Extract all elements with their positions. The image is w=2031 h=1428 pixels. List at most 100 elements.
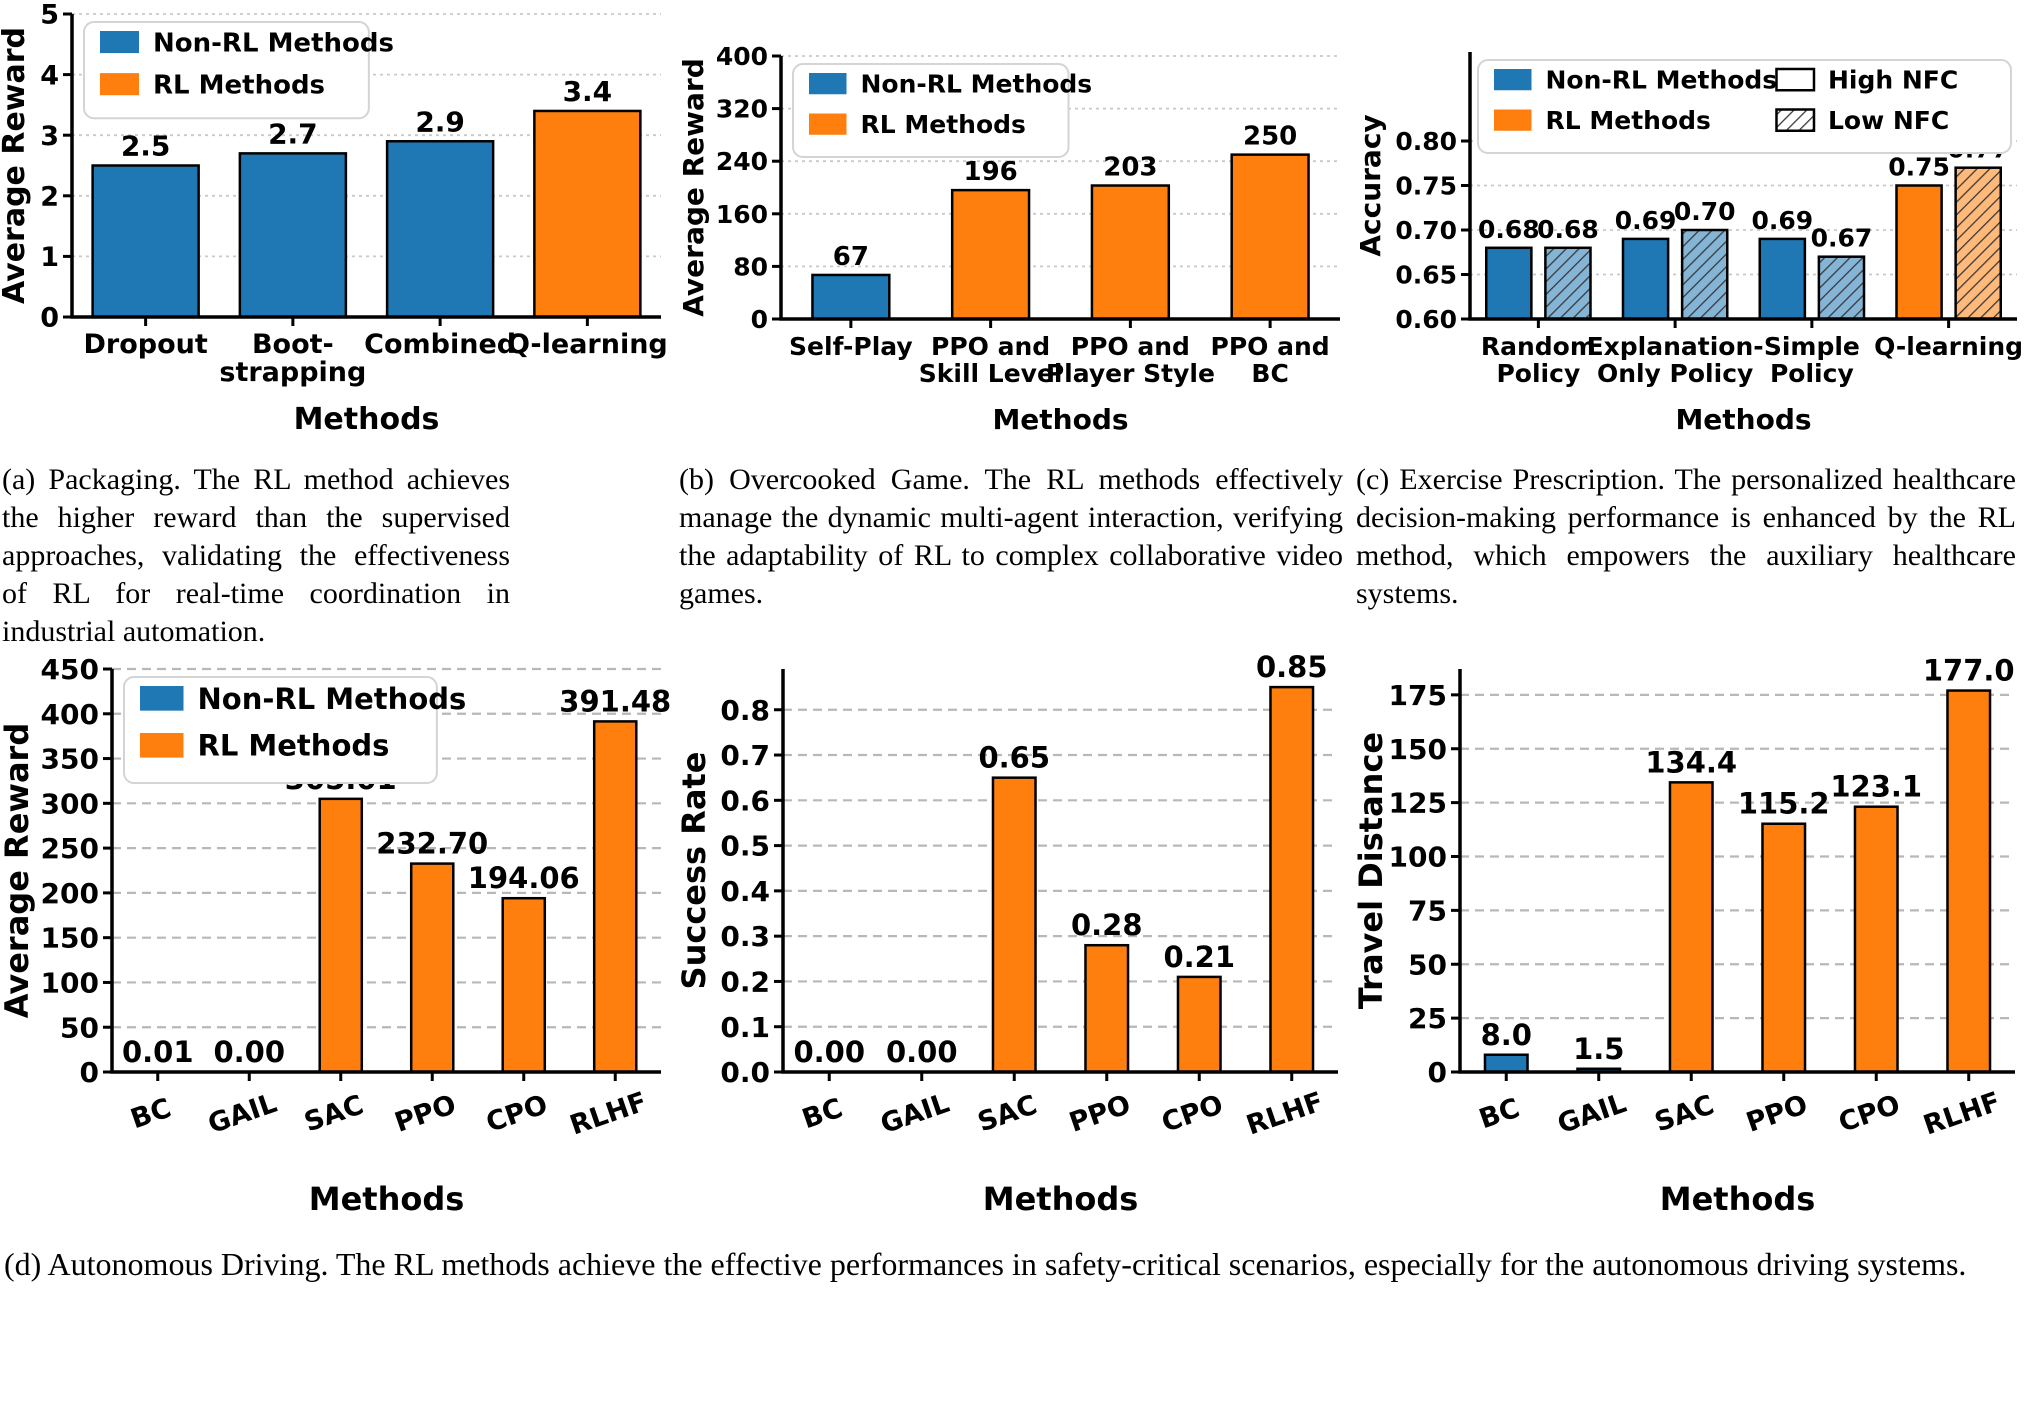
- svg-text:400: 400: [716, 42, 768, 71]
- chart-cell-driving-success: 0.00 BC 0.00 GAIL 0.65 SAC 0.28 PPO 0.21 CPO 0.85 R…: [677, 651, 1354, 1226]
- svg-text:67: 67: [833, 242, 869, 272]
- svg-text:0.21: 0.21: [1163, 940, 1235, 974]
- chart-driving-distance-bar-chart: 8.0 BC 1.5 GAIL 134.4 SAC 115.2 PPO 123.1 CPO 177.…: [1354, 654, 2015, 1218]
- svg-text:RL Methods: RL Methods: [153, 71, 325, 101]
- svg-text:Methods: Methods: [1660, 1180, 1816, 1218]
- svg-text:Methods: Methods: [309, 1180, 465, 1218]
- svg-text:Boot-: Boot-: [252, 329, 334, 360]
- svg-text:Low NFC: Low NFC: [1828, 106, 1949, 135]
- svg-text:Self-Play: Self-Play: [789, 332, 913, 361]
- svg-text:3.4: 3.4: [563, 75, 613, 108]
- svg-text:2.7: 2.7: [268, 117, 318, 150]
- svg-text:Simple: Simple: [1764, 332, 1860, 361]
- svg-text:strapping: strapping: [219, 357, 366, 388]
- svg-text:177.0: 177.0: [1923, 654, 2015, 688]
- top-chart-row: 2.5 Dropout 2.7 Boot-strapping 2.9 Combined 3.…: [0, 0, 2031, 445]
- svg-text:BC: BC: [1251, 359, 1288, 388]
- svg-text:203: 203: [1103, 153, 1157, 183]
- svg-text:0.2: 0.2: [720, 966, 770, 999]
- caption-c: (c) Exercise Prescription. The personali…: [1356, 463, 2016, 611]
- caption-c-wrap: (c) Exercise Prescription. The personali…: [1354, 461, 2031, 651]
- svg-text:300: 300: [41, 788, 99, 821]
- svg-text:50: 50: [1408, 949, 1447, 982]
- svg-text:Non-RL Methods: Non-RL Methods: [198, 682, 467, 716]
- svg-text:0.3: 0.3: [720, 921, 770, 954]
- caption-b: (b) Overcooked Game. The RL methods effe…: [679, 463, 1343, 611]
- svg-text:CPO: CPO: [482, 1090, 551, 1140]
- svg-text:Methods: Methods: [294, 402, 440, 437]
- svg-text:Non-RL Methods: Non-RL Methods: [153, 28, 394, 58]
- svg-text:240: 240: [716, 147, 768, 176]
- svg-text:0.70: 0.70: [1395, 216, 1457, 245]
- svg-text:PPO: PPO: [1742, 1090, 1811, 1140]
- svg-text:0.7: 0.7: [720, 740, 770, 773]
- svg-text:0.67: 0.67: [1811, 224, 1873, 253]
- caption-a: (a) Packaging. The RL method achieves th…: [2, 463, 510, 649]
- svg-text:0.75: 0.75: [1888, 153, 1950, 182]
- chart-driving-reward-bar-chart: 0.01BC0.00GAIL305.01SAC232.70PPO194.06CP…: [0, 654, 671, 1219]
- chart-cell-driving-reward: 0.01BC0.00GAIL305.01SAC232.70PPO194.06CP…: [0, 651, 677, 1226]
- chart-cell-packaging: 2.5 Dropout 2.7 Boot-strapping 2.9 Combined 3.…: [0, 0, 677, 445]
- svg-text:0: 0: [40, 303, 59, 334]
- svg-text:0.75: 0.75: [1395, 172, 1457, 201]
- chart-packaging-bar-chart: 2.5 Dropout 2.7 Boot-strapping 2.9 Combined 3.…: [0, 0, 668, 437]
- svg-text:350: 350: [41, 743, 99, 776]
- svg-text:134.4: 134.4: [1645, 746, 1737, 780]
- svg-text:0.69: 0.69: [1615, 206, 1677, 235]
- svg-text:250: 250: [1243, 122, 1297, 152]
- svg-text:2.9: 2.9: [415, 105, 465, 138]
- svg-text:1.5: 1.5: [1573, 1032, 1624, 1066]
- svg-text:PPO: PPO: [1065, 1090, 1134, 1140]
- svg-text:Q-learning: Q-learning: [1874, 332, 2023, 361]
- svg-text:232.70: 232.70: [376, 827, 488, 861]
- svg-text:Non-RL Methods: Non-RL Methods: [861, 70, 1093, 99]
- svg-text:Average Reward: Average Reward: [677, 58, 710, 317]
- svg-text:5: 5: [40, 0, 59, 31]
- svg-text:Average Reward: Average Reward: [0, 27, 32, 304]
- svg-text:GAIL: GAIL: [1554, 1088, 1631, 1140]
- svg-text:PPO: PPO: [391, 1090, 460, 1140]
- chart-exercise-bar-chart: 0.680.68RandomPolicy0.690.70Explanation-…: [1354, 52, 2023, 436]
- svg-text:194.06: 194.06: [468, 862, 580, 896]
- svg-text:0.69: 0.69: [1751, 206, 1813, 235]
- svg-text:SAC: SAC: [300, 1090, 367, 1139]
- svg-text:123.1: 123.1: [1830, 770, 1922, 804]
- svg-text:SAC: SAC: [1651, 1090, 1718, 1139]
- chart-cell-overcooked: 67 Self-Play 196 PPO and Skill Level 203 PPO a…: [677, 0, 1354, 445]
- chart-cell-exercise: 0.68 0.68 Random Policy 0.69 0.70 Explanation-…: [1354, 0, 2031, 445]
- svg-text:150: 150: [1389, 733, 1447, 766]
- svg-text:50: 50: [60, 1012, 99, 1045]
- svg-text:0.65: 0.65: [1395, 261, 1457, 290]
- svg-text:0.01: 0.01: [122, 1035, 194, 1069]
- svg-text:Methods: Methods: [983, 1180, 1139, 1218]
- svg-text:Methods: Methods: [992, 403, 1128, 436]
- svg-text:BC: BC: [798, 1093, 846, 1135]
- svg-text:CPO: CPO: [1835, 1090, 1904, 1140]
- svg-text:GAIL: GAIL: [204, 1088, 281, 1140]
- svg-text:BC: BC: [1475, 1093, 1523, 1135]
- svg-text:196: 196: [963, 157, 1017, 187]
- svg-text:2.5: 2.5: [121, 130, 171, 163]
- svg-text:160: 160: [716, 200, 768, 229]
- svg-text:Success Rate: Success Rate: [677, 752, 713, 990]
- svg-text:Average Reward: Average Reward: [0, 723, 36, 1019]
- svg-text:Non-RL Methods: Non-RL Methods: [1546, 66, 1778, 95]
- svg-text:Policy: Policy: [1770, 359, 1854, 388]
- svg-text:RL Methods: RL Methods: [861, 110, 1026, 139]
- svg-text:Dropout: Dropout: [83, 329, 207, 360]
- svg-text:RLHF: RLHF: [1920, 1087, 2005, 1142]
- svg-text:125: 125: [1389, 787, 1447, 820]
- svg-text:Only Policy: Only Policy: [1597, 359, 1753, 388]
- svg-text:Accuracy: Accuracy: [1354, 114, 1387, 256]
- bottom-chart-row: 0.01BC0.00GAIL305.01SAC232.70PPO194.06CP…: [0, 651, 2031, 1226]
- caption-b-wrap: (b) Overcooked Game. The RL methods effe…: [677, 461, 1354, 651]
- svg-text:3: 3: [40, 121, 59, 152]
- svg-text:Player Style: Player Style: [1046, 359, 1215, 388]
- caption-row: (a) Packaging. The RL method achieves th…: [0, 461, 2031, 651]
- svg-text:0.4: 0.4: [720, 875, 770, 908]
- svg-text:0.1: 0.1: [720, 1011, 770, 1044]
- svg-text:GAIL: GAIL: [877, 1088, 954, 1140]
- paper-figure: 2.5 Dropout 2.7 Boot-strapping 2.9 Combined 3.…: [0, 0, 2031, 1282]
- chart-driving-success-bar-chart: 0.00 BC 0.00 GAIL 0.65 SAC 0.28 PPO 0.21 CPO 0.85 R…: [677, 651, 1338, 1218]
